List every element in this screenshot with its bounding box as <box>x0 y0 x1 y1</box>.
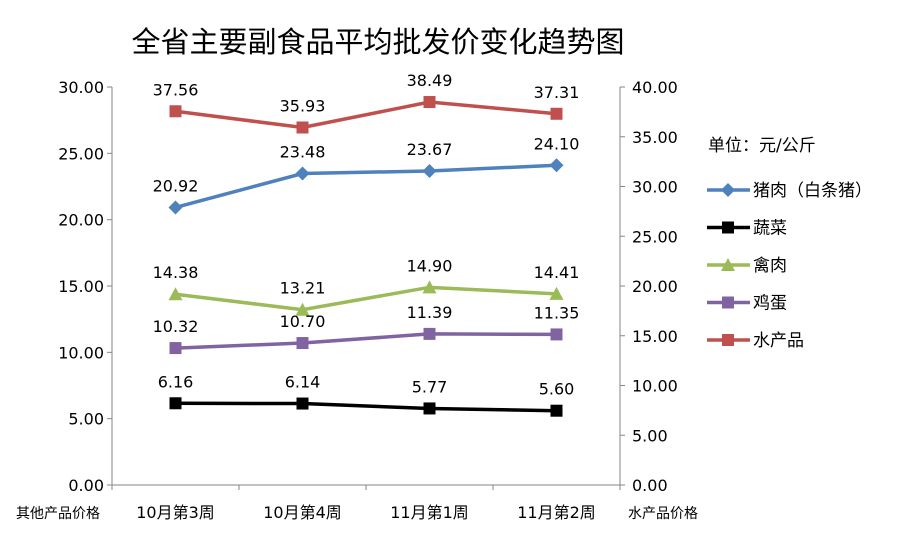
data-label: 6.16 <box>158 372 194 391</box>
data-label: 37.56 <box>153 80 199 99</box>
legend-label: 猪肉（白条猪） <box>753 181 872 201</box>
data-point <box>422 280 437 294</box>
data-point <box>169 342 182 355</box>
data-label: 11.39 <box>407 303 453 322</box>
data-point <box>423 327 436 340</box>
series-line <box>175 285 557 312</box>
data-label: 13.21 <box>280 279 326 298</box>
data-label: 10.70 <box>280 312 326 331</box>
data-point <box>550 107 563 120</box>
legend-label: 蔬菜 <box>753 219 787 239</box>
x-tick-label: 10月第3周 <box>136 503 215 522</box>
x-tick-label: 11月第2周 <box>517 503 596 522</box>
data-point <box>169 105 182 118</box>
series-1: 6.16 6.14 5.77 5.60 <box>158 372 575 417</box>
data-point <box>168 200 183 215</box>
data-label: 23.48 <box>280 142 326 161</box>
data-point <box>295 166 310 181</box>
series-line <box>175 100 557 130</box>
data-point <box>549 158 564 173</box>
left-tick-label: 10.00 <box>58 343 104 362</box>
series-0: 20.92 23.48 23.67 24.10 <box>153 134 580 215</box>
right-tick-label: 10.00 <box>632 377 678 396</box>
data-label: 14.41 <box>534 263 580 282</box>
legend-label: 水产品 <box>753 331 804 351</box>
data-label: 24.10 <box>534 134 580 153</box>
data-point <box>423 96 436 109</box>
data-label: 14.38 <box>153 263 199 282</box>
series-4: 37.56 35.93 38.49 37.31 <box>153 71 580 134</box>
legend-marker <box>722 296 734 309</box>
series-line <box>175 401 557 413</box>
right-tick-label: 0.00 <box>632 476 668 495</box>
legend-item: 禽肉 <box>707 256 787 276</box>
data-point <box>550 328 563 341</box>
left-tick-label: 5.00 <box>68 410 104 429</box>
right-tick-label: 20.00 <box>632 277 678 296</box>
legend-item: 水产品 <box>707 331 804 351</box>
legend-marker <box>722 334 734 346</box>
left-axis-label: 其他产品价格 <box>16 506 100 522</box>
right-tick-label: 15.00 <box>632 327 678 346</box>
legend-marker <box>721 183 735 197</box>
data-point <box>550 404 563 417</box>
legend-item: 鸡蛋 <box>707 294 787 314</box>
x-tick-label: 11月第1周 <box>390 503 469 522</box>
data-label: 5.60 <box>539 380 575 399</box>
data-point <box>296 121 309 134</box>
left-tick-label: 0.00 <box>68 476 104 495</box>
data-label: 37.31 <box>534 83 580 102</box>
data-point <box>296 337 309 350</box>
series-3: 10.32 10.70 11.39 11.35 <box>153 303 580 355</box>
data-point <box>549 286 564 300</box>
data-label: 38.49 <box>407 71 453 90</box>
left-tick-label: 30.00 <box>58 78 104 97</box>
data-label: 14.90 <box>407 256 453 275</box>
data-point <box>422 163 437 178</box>
legend-marker <box>722 221 734 234</box>
series-2: 14.38 13.21 14.90 14.41 <box>153 256 580 316</box>
chart-title: 全省主要副食品平均批发价变化趋势图 <box>131 25 624 59</box>
x-tick-label: 10月第4周 <box>263 503 342 522</box>
unit-label: 单位：元/公斤 <box>708 136 816 156</box>
data-label: 10.32 <box>153 317 199 336</box>
data-label: 6.14 <box>285 373 321 392</box>
data-point <box>295 302 310 316</box>
right-tick-label: 30.00 <box>632 178 678 197</box>
right-tick-label: 25.00 <box>632 227 678 246</box>
legend-item: 蔬菜 <box>707 219 787 239</box>
series-line <box>175 163 557 210</box>
data-label: 35.93 <box>280 96 326 115</box>
data-label: 20.92 <box>153 176 199 195</box>
data-point <box>423 402 436 415</box>
data-point <box>169 397 182 410</box>
legend-label: 禽肉 <box>753 256 787 276</box>
right-tick-label: 5.00 <box>632 426 668 445</box>
legend-label: 鸡蛋 <box>753 294 787 314</box>
right-tick-label: 40.00 <box>632 78 678 97</box>
data-label: 11.35 <box>534 303 580 322</box>
legend-item: 猪肉（白条猪） <box>707 181 872 201</box>
right-axis-label: 水产品价格 <box>628 506 698 522</box>
data-label: 5.77 <box>412 377 448 396</box>
data-label: 23.67 <box>407 140 453 159</box>
left-tick-label: 25.00 <box>58 144 104 163</box>
left-tick-label: 20.00 <box>58 211 104 230</box>
right-tick-label: 35.00 <box>632 128 678 147</box>
legend-marker <box>721 258 735 271</box>
data-point <box>168 287 183 301</box>
data-point <box>296 397 309 410</box>
series-line <box>175 332 557 350</box>
left-tick-label: 15.00 <box>58 277 104 296</box>
